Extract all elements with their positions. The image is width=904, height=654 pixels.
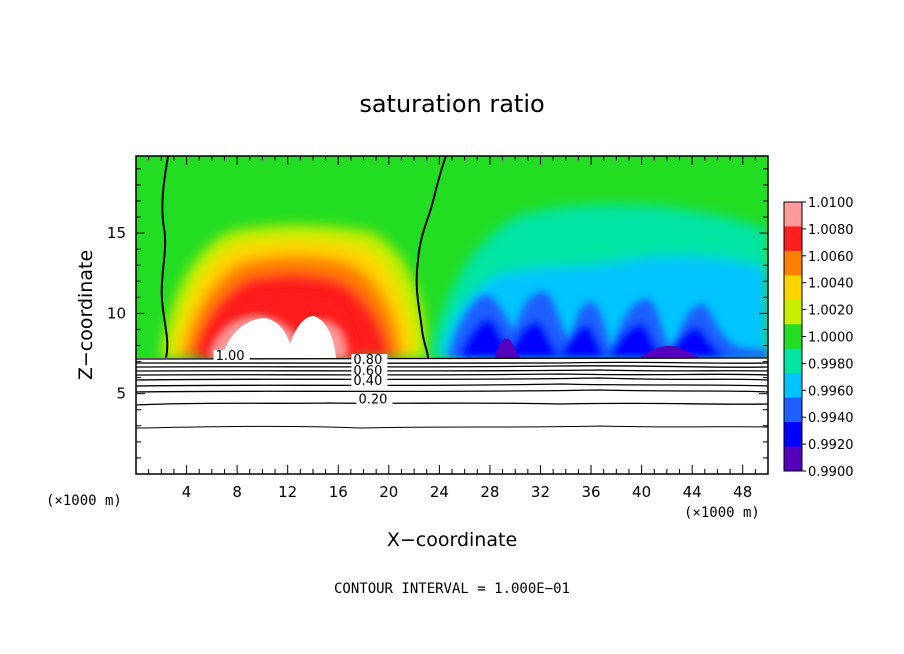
y-axis-label: Z−coordinate bbox=[75, 250, 97, 380]
contour-label-bg bbox=[356, 393, 393, 406]
contour-label-bg bbox=[213, 349, 250, 362]
colorbar-label: 0.9900 bbox=[808, 465, 854, 480]
colorbar-label: 0.9940 bbox=[808, 411, 854, 426]
colorbar-label: 0.9980 bbox=[808, 357, 854, 372]
contour-label-bg bbox=[351, 374, 388, 387]
x-tick-label: 4 bbox=[182, 483, 192, 501]
x-tick-label: 36 bbox=[581, 483, 600, 501]
contour-label: 0.20 bbox=[358, 392, 387, 407]
colorbar-label: 1.0000 bbox=[808, 331, 854, 346]
colorbar-label: 0.9920 bbox=[808, 438, 854, 453]
y-tick-label: 5 bbox=[116, 385, 126, 403]
x-tick-label: 40 bbox=[632, 483, 651, 501]
colorbar-label: 1.0020 bbox=[808, 304, 854, 319]
contour-label: 0.80 bbox=[353, 353, 382, 368]
contour-labels: 1.00 0.800.600.400.20 bbox=[213, 349, 393, 407]
contour-label-bg bbox=[351, 365, 388, 378]
colorbar-label: 1.0100 bbox=[808, 196, 854, 211]
x-axis: 4 8 12 16 20 24 28 32 36 40 44 48 bbox=[148, 156, 756, 501]
colorbar-label: 1.0040 bbox=[808, 277, 854, 292]
colorbar-label: 1.0080 bbox=[808, 223, 854, 238]
y-axis: 5 10 15 bbox=[107, 168, 768, 459]
colorbar-swatch bbox=[784, 226, 802, 252]
y-tick-label: 10 bbox=[107, 304, 126, 322]
x-tick-label: 8 bbox=[232, 483, 242, 501]
contour-label-bg bbox=[351, 353, 388, 366]
colorbar-swatch bbox=[784, 299, 802, 325]
x-tick-label: 48 bbox=[733, 483, 752, 501]
contour-lines bbox=[136, 357, 768, 429]
x-unit-label: (×1000 m) bbox=[684, 505, 760, 521]
chart-title: saturation ratio bbox=[359, 90, 544, 118]
x-tick-label: 28 bbox=[480, 483, 499, 501]
x-axis-label: X−coordinate bbox=[387, 529, 517, 551]
colorbar-swatch bbox=[784, 373, 802, 399]
colorbar-swatch bbox=[784, 348, 802, 374]
contour-label: 1.00 bbox=[216, 349, 245, 364]
x-tick-label: 24 bbox=[430, 483, 449, 501]
colorbar-swatch bbox=[784, 397, 802, 423]
colorbar-label: 0.9960 bbox=[808, 384, 854, 399]
colorbar-swatch bbox=[784, 446, 802, 472]
colorbar-swatch bbox=[784, 250, 802, 276]
x-tick-label: 32 bbox=[531, 483, 550, 501]
contour-interval-note: CONTOUR INTERVAL = 1.000E−01 bbox=[334, 581, 570, 597]
colorbar-swatch bbox=[784, 202, 802, 227]
x-tick-label: 20 bbox=[379, 483, 398, 501]
x-tick-label: 44 bbox=[683, 483, 702, 501]
supersaturation-field bbox=[136, 156, 768, 358]
z-unit-label: (×1000 m) bbox=[46, 493, 122, 509]
colorbar: 1.0100 1.0080 1.0060 1.0040 1.0020 1.0000 0.99… bbox=[783, 196, 854, 480]
contour-label: 0.40 bbox=[353, 374, 382, 389]
plot-field: 1.00 0.800.600.400.20 bbox=[136, 156, 768, 474]
colorbar-swatch bbox=[784, 324, 802, 350]
y-tick-label: 15 bbox=[107, 224, 126, 242]
colorbar-swatch bbox=[784, 422, 802, 448]
x-tick-label: 12 bbox=[278, 483, 297, 501]
colorbar-label: 1.0060 bbox=[808, 250, 854, 265]
colorbar-swatch bbox=[784, 275, 802, 301]
x-tick-label: 16 bbox=[329, 483, 348, 501]
